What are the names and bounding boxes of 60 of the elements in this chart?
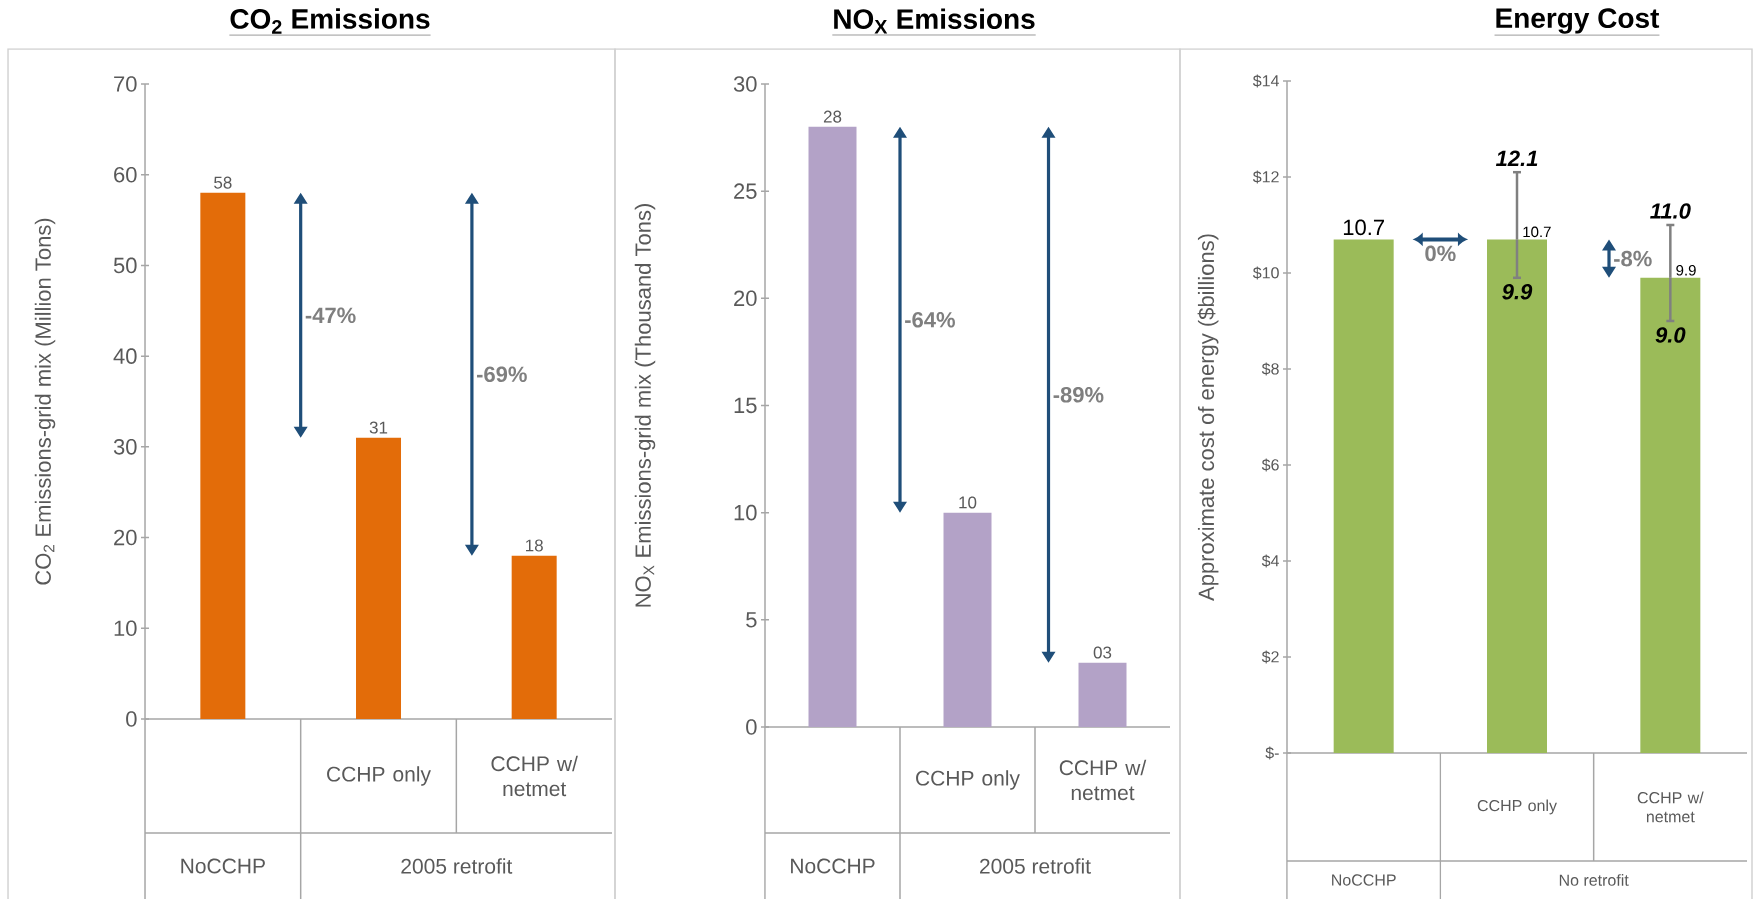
y-tick-label: 15	[734, 397, 757, 414]
annotation: -64%	[905, 311, 955, 328]
y-tick-label: $14	[1252, 74, 1279, 88]
y-tick-label: 5	[746, 612, 757, 628]
x-tick-label: CCHP only	[327, 766, 431, 786]
data-label: 28	[823, 110, 842, 123]
y-tick-label: 70	[114, 76, 137, 92]
annotation: -89%	[1053, 386, 1104, 403]
annotation: 0%	[1425, 245, 1456, 262]
y-tick-label: $8	[1261, 362, 1279, 376]
annotation: 9.0	[1655, 327, 1686, 343]
y-tick-label: 60	[114, 166, 137, 183]
x-tick-label: CCHP only	[1477, 799, 1557, 815]
y-tick-label: 50	[113, 257, 137, 274]
y-tick-label: 20	[114, 529, 137, 546]
y-tick-label: $-	[1265, 746, 1279, 760]
y-tick-label: $10	[1252, 266, 1279, 280]
y-tick-label: 25	[734, 183, 757, 199]
y-tick-label: 40	[113, 348, 137, 364]
data-label: 03	[1093, 646, 1112, 659]
annotation: -69%	[476, 366, 527, 383]
annotation: -8%	[1614, 250, 1652, 267]
text: 2005 retrofit	[401, 858, 513, 874]
annotation: 12.1	[1495, 150, 1538, 166]
y-axis-title: NO$_{X}$ Emissions-grid mix (Thousand Tons)	[634, 204, 656, 607]
chart-title: CO$_{2}$ Emissions	[230, 8, 430, 34]
y-tick-label: $12	[1252, 170, 1279, 184]
y-tick-label: 20	[734, 290, 757, 307]
y-tick-label: $2	[1261, 650, 1279, 664]
annotation: 11.0	[1650, 203, 1691, 219]
text: NoCCHP	[1332, 874, 1396, 886]
y-tick-label: 10	[734, 504, 757, 521]
text: 2005 retrofit	[980, 858, 1091, 874]
x-tick-label: CCHP only	[916, 770, 1020, 790]
x-tick-label: CCHP w/ netmet	[1059, 759, 1147, 801]
data-label: 10.7	[1523, 226, 1551, 238]
y-tick-label: $6	[1261, 458, 1279, 472]
y-tick-label: 30	[733, 76, 757, 92]
annotation: -47%	[305, 307, 356, 324]
text: NoCCHP	[181, 858, 265, 874]
data-label: 18	[526, 539, 543, 552]
text: NoCCHP	[791, 858, 875, 874]
y-tick-label: $4	[1261, 554, 1279, 568]
y-tick-label: 30	[113, 439, 137, 455]
annotation: 9.9	[1502, 283, 1533, 300]
y-tick-label: 0	[126, 711, 137, 727]
y-tick-label: 10	[114, 620, 137, 637]
text: No retrofit	[1559, 874, 1629, 886]
data-label: 10	[959, 496, 977, 509]
chart-title: Energy Cost	[1496, 8, 1660, 34]
data-label: 10.7	[1343, 219, 1384, 236]
y-axis-title: CO$_{2}$ Emissions-grid mix (Million Tons)	[34, 218, 56, 585]
y-tick-label: 0	[746, 719, 757, 735]
data-label: 58	[214, 176, 232, 189]
data-label: 9.9	[1676, 264, 1696, 276]
x-tick-label: CCHP w/ netmet	[491, 755, 578, 797]
x-tick-label: CCHP w/ netmet	[1637, 791, 1704, 823]
data-label: 31	[369, 421, 388, 434]
chart-title: NO$_{X}$ Emissions	[834, 8, 1035, 34]
y-axis-title: Approximate cost of energy ($billions)	[1197, 234, 1219, 601]
